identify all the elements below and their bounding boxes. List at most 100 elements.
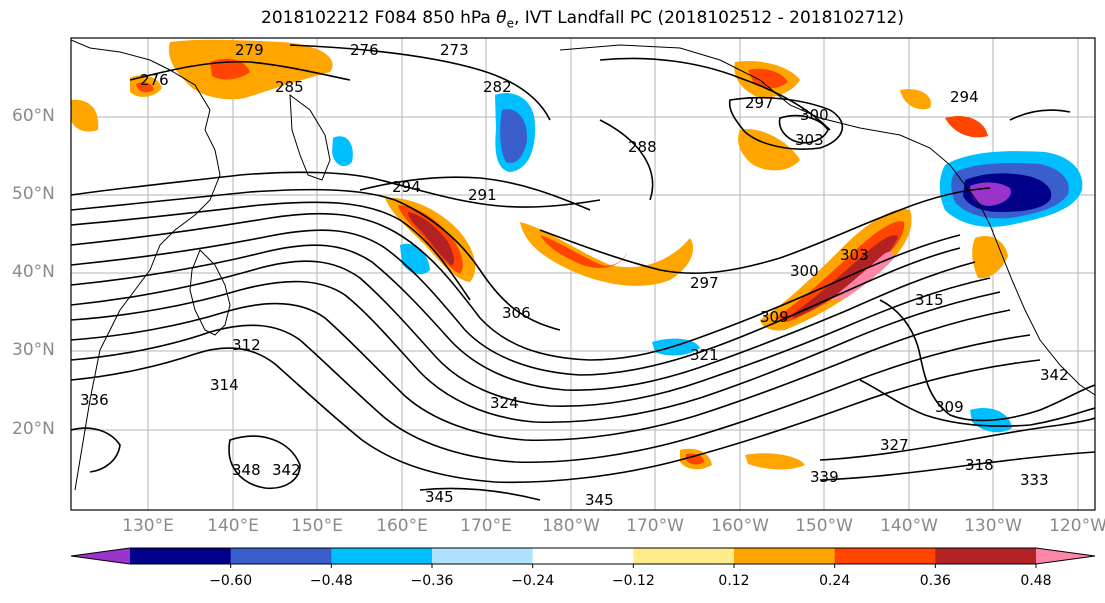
- longitude-label: 170°E: [460, 516, 512, 536]
- colorbar-segment: [130, 548, 232, 564]
- contour-line: [71, 229, 961, 376]
- blue-anomaly-small: [332, 136, 353, 167]
- colorbar-tick-label: −0.12: [611, 573, 655, 589]
- contour-line: [819, 417, 1095, 461]
- contour-line: [71, 201, 471, 301]
- longitude-label: 180°W: [542, 516, 600, 536]
- contour-label: 342: [1040, 366, 1069, 384]
- red-band-midpacific: [540, 235, 628, 268]
- contour-label: 345: [425, 488, 454, 506]
- colorbar-segment: [230, 548, 332, 564]
- longitude-label: 150°W: [795, 516, 853, 536]
- contour-line: [71, 427, 121, 473]
- colorbar-tick-label: −0.48: [309, 573, 353, 589]
- orange-band-midpacific: [520, 222, 694, 286]
- contour-label: 282: [483, 78, 512, 96]
- orange-anomaly-northwest: [168, 39, 333, 100]
- contour-label: 279: [235, 41, 264, 59]
- contour-label: 321: [690, 346, 719, 364]
- contour-line: [228, 435, 301, 490]
- contour-label: 333: [1020, 471, 1049, 489]
- colorbar-tick-label: −0.24: [511, 573, 555, 589]
- contour-line: [1009, 109, 1071, 121]
- contour-line: [71, 302, 1011, 442]
- contour-label: 300: [800, 106, 829, 124]
- coastlines: [71, 39, 1095, 491]
- red-anomaly-ne-corner: [945, 116, 988, 138]
- colorbar-tick-label: −0.36: [410, 573, 454, 589]
- latitude-label: 20°N: [12, 419, 55, 439]
- contour-label: 324: [490, 394, 519, 412]
- contour-label: 276: [350, 41, 379, 59]
- contour-label: 348: [232, 461, 261, 479]
- colorbar-min-extension: [71, 548, 130, 564]
- contour-line: [71, 347, 1041, 484]
- contour-labels: 276 279 276 273 285 282 288 294 291 297 300 303 306 3…: [80, 41, 1069, 509]
- contour-label: 291: [468, 186, 497, 204]
- latitude-label: 40°N: [12, 262, 55, 282]
- colorbar-tick-label: 0.24: [819, 573, 851, 589]
- contour-line: [71, 212, 961, 361]
- contour-label: 294: [392, 178, 421, 196]
- colorbar-max-extension: [1036, 548, 1095, 564]
- colorbar-segment: [331, 548, 433, 564]
- orange-anomaly-ne-small: [900, 89, 931, 110]
- contour-label: 306: [502, 304, 531, 322]
- colorbar-outline: [70, 547, 1096, 565]
- colorbar-tick-label: 0.36: [919, 573, 951, 589]
- contour-label: 294: [950, 88, 979, 106]
- latitude-label: 50°N: [12, 184, 55, 204]
- contour-line: [71, 171, 601, 208]
- colorbar-segment: [532, 548, 634, 564]
- colorbar-tick-label: −0.60: [209, 573, 253, 589]
- contour-label: 339: [810, 468, 839, 486]
- longitude-label: 130°W: [964, 516, 1022, 536]
- contour-label: 315: [915, 291, 944, 309]
- contour-line: [289, 44, 551, 121]
- contour-label: 309: [935, 398, 964, 416]
- contour-line: [819, 451, 1095, 481]
- colorbar-tick-label: 0.12: [718, 573, 750, 589]
- contour-label: 288: [628, 138, 657, 156]
- red-anomaly-small-west: [136, 82, 154, 93]
- contour-label: 303: [840, 246, 869, 264]
- contour-label: 345: [585, 491, 614, 509]
- colorbar-segment: [734, 548, 836, 564]
- colorbar-segment: [834, 548, 936, 564]
- dark-blue-anomaly-north-center: [500, 109, 528, 164]
- contour-label: 303: [795, 131, 824, 149]
- longitude-label: 160°E: [376, 516, 428, 536]
- contour-line: [778, 114, 829, 144]
- contour-line: [599, 119, 654, 201]
- japan-coast: [189, 249, 231, 336]
- red-anomaly-northwest: [210, 58, 250, 80]
- longitude-label: 120°W: [1049, 516, 1105, 536]
- dark-band-kuroshio: [408, 212, 455, 266]
- contour-label: 297: [745, 94, 774, 112]
- blue-anomaly-central-small: [652, 338, 700, 356]
- contour-line: [539, 187, 991, 274]
- longitude-label: 130°E: [122, 516, 174, 536]
- kamchatka-coast: [289, 93, 331, 181]
- longitude-label: 140°W: [880, 516, 938, 536]
- red-band-atmospheric-river: [775, 221, 905, 322]
- contour-label: 314: [210, 376, 239, 394]
- contour-label: 327: [880, 436, 909, 454]
- contour-line: [71, 188, 561, 331]
- red-anomaly-southcentral: [686, 453, 704, 465]
- contour-line: [599, 57, 831, 131]
- contour-label: 318: [965, 456, 994, 474]
- orange-anomaly-left-edge: [71, 99, 99, 132]
- contour-label: 273: [440, 41, 469, 59]
- colorbar-segment: [633, 548, 735, 564]
- contour-label: 342: [272, 461, 301, 479]
- map-frame: [70, 37, 1096, 511]
- contour-label: 276: [140, 71, 169, 89]
- contour-label: 309: [760, 308, 789, 326]
- longitude-label: 140°E: [207, 516, 259, 536]
- longitude-label: 170°W: [626, 516, 684, 536]
- asia-coast: [71, 39, 221, 491]
- colorbar-segment: [935, 548, 1037, 564]
- contour-label: 297: [690, 274, 719, 292]
- contour-label: 336: [80, 391, 109, 409]
